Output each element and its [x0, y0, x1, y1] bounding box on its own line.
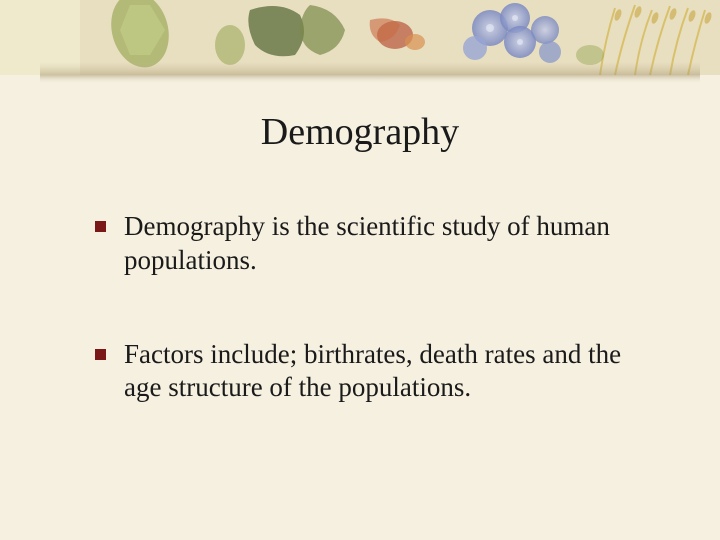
slide-title: Demography	[0, 110, 720, 154]
bullet-item: Factors include; birthrates, death rates…	[95, 338, 655, 406]
bullet-text: Factors include; birthrates, death rates…	[124, 338, 655, 406]
bullet-square-icon	[95, 349, 106, 360]
decorative-banner	[0, 0, 720, 85]
bullet-item: Demography is the scientific study of hu…	[95, 210, 655, 278]
bullet-square-icon	[95, 221, 106, 232]
bullet-text: Demography is the scientific study of hu…	[124, 210, 655, 278]
content-area: Demography is the scientific study of hu…	[95, 210, 655, 465]
